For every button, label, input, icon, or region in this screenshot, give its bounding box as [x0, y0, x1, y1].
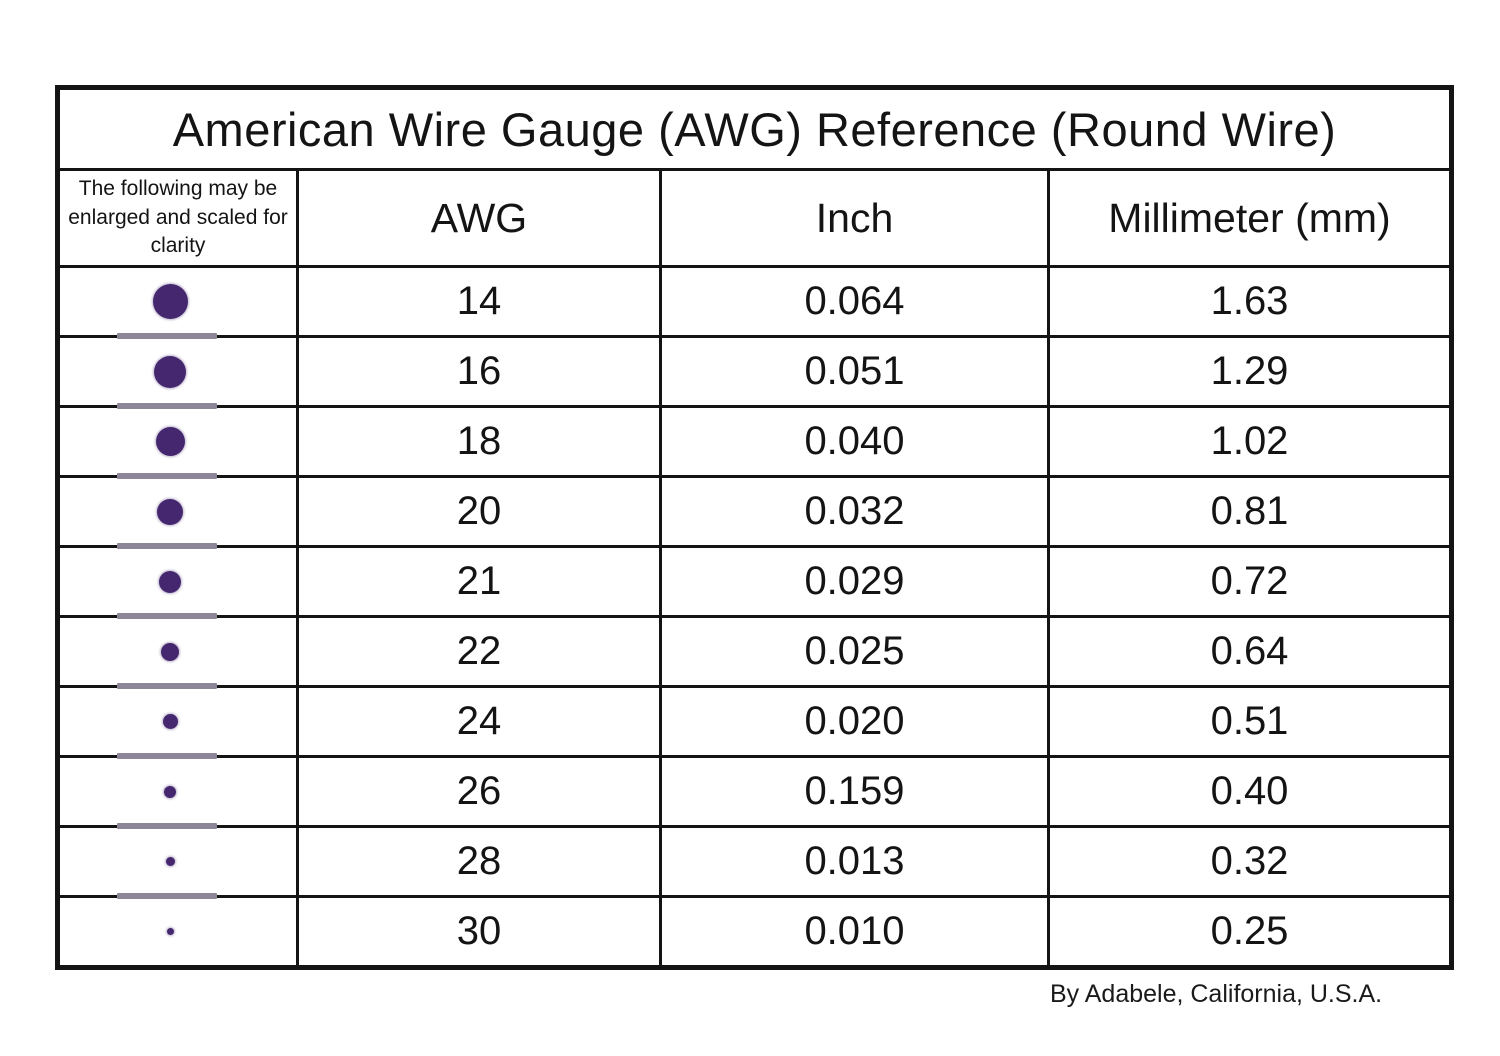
table-row: 14 0.064 1.63	[56, 265, 1454, 339]
mm-value: 0.51	[1046, 685, 1454, 758]
wire-size-dot	[165, 857, 175, 866]
mm-value: 1.02	[1046, 405, 1454, 478]
scale-note: The following may be enlarged and scaled…	[56, 168, 299, 268]
dot-cell	[56, 895, 299, 969]
mm-value: 0.64	[1046, 615, 1454, 688]
inch-value: 0.029	[659, 545, 1050, 618]
title-row: American Wire Gauge (AWG) Reference (Rou…	[55, 86, 1454, 171]
table-row: 28 0.013 0.32	[56, 825, 1454, 899]
awg-value: 14	[296, 265, 662, 338]
wire-size-dot	[152, 284, 188, 319]
mm-value: 1.29	[1046, 335, 1454, 408]
row-underline	[117, 473, 217, 479]
awg-value: 21	[296, 545, 662, 618]
mm-value: 0.25	[1046, 895, 1454, 969]
row-underline	[117, 683, 217, 689]
awg-value: 22	[296, 615, 662, 688]
table-row: 26 0.159 0.40	[56, 755, 1454, 829]
row-underline	[117, 613, 217, 619]
awg-reference-table: American Wire Gauge (AWG) Reference (Rou…	[55, 85, 1455, 970]
row-underline	[117, 823, 217, 829]
inch-value: 0.032	[659, 475, 1050, 548]
inch-value: 0.159	[659, 755, 1050, 828]
table-row: 22 0.025 0.64	[56, 615, 1454, 689]
dot-cell	[56, 545, 299, 619]
wire-size-dot	[161, 642, 179, 661]
table-row: 21 0.029 0.72	[56, 545, 1454, 619]
awg-value: 24	[296, 685, 662, 758]
credit-line: By Adabele, California, U.S.A.	[1050, 980, 1383, 1008]
table-row: 30 0.010 0.25	[56, 895, 1454, 969]
dot-cell	[56, 405, 299, 479]
wire-size-dot	[154, 355, 186, 388]
mm-value: 0.81	[1046, 475, 1454, 548]
awg-value: 20	[296, 475, 662, 548]
dot-cell	[56, 685, 299, 759]
dot-cell	[56, 825, 299, 899]
page-title: American Wire Gauge (AWG) Reference (Rou…	[55, 86, 1454, 171]
column-header-inch: Inch	[659, 168, 1050, 268]
mm-value: 1.63	[1046, 265, 1454, 338]
wire-size-dot	[162, 714, 178, 729]
wire-size-dot	[157, 498, 183, 525]
wire-size-dot	[164, 785, 176, 798]
mm-value: 0.40	[1046, 755, 1454, 828]
inch-value: 0.013	[659, 825, 1050, 898]
wire-size-dot	[155, 427, 185, 456]
wire-size-dot	[166, 928, 174, 935]
awg-value: 28	[296, 825, 662, 898]
table-row: 24 0.020 0.51	[56, 685, 1454, 759]
dot-cell	[56, 615, 299, 689]
inch-value: 0.020	[659, 685, 1050, 758]
inch-value: 0.040	[659, 405, 1050, 478]
header-row: The following may be enlarged and scaled…	[56, 168, 1454, 268]
awg-value: 30	[296, 895, 662, 969]
dot-cell	[56, 265, 299, 339]
column-header-mm: Millimeter (mm)	[1046, 168, 1454, 268]
table-row: 20 0.032 0.81	[56, 475, 1454, 549]
mm-value: 0.32	[1046, 825, 1454, 898]
row-underline	[117, 543, 217, 549]
awg-value: 18	[296, 405, 662, 478]
dot-cell	[56, 335, 299, 409]
awg-value: 16	[296, 335, 662, 408]
dot-cell	[56, 475, 299, 549]
mm-value: 0.72	[1046, 545, 1454, 618]
column-header-awg: AWG	[296, 168, 662, 268]
inch-value: 0.064	[659, 265, 1050, 338]
wire-size-dot	[159, 570, 181, 593]
inch-value: 0.010	[659, 895, 1050, 969]
row-underline	[117, 333, 217, 339]
row-underline	[117, 753, 217, 759]
inch-value: 0.025	[659, 615, 1050, 688]
inch-value: 0.051	[659, 335, 1050, 408]
table-row: 18 0.040 1.02	[56, 405, 1454, 479]
dot-cell	[56, 755, 299, 829]
row-underline	[117, 403, 217, 409]
table-row: 16 0.051 1.29	[56, 335, 1454, 409]
awg-value: 26	[296, 755, 662, 828]
row-underline	[117, 893, 217, 899]
